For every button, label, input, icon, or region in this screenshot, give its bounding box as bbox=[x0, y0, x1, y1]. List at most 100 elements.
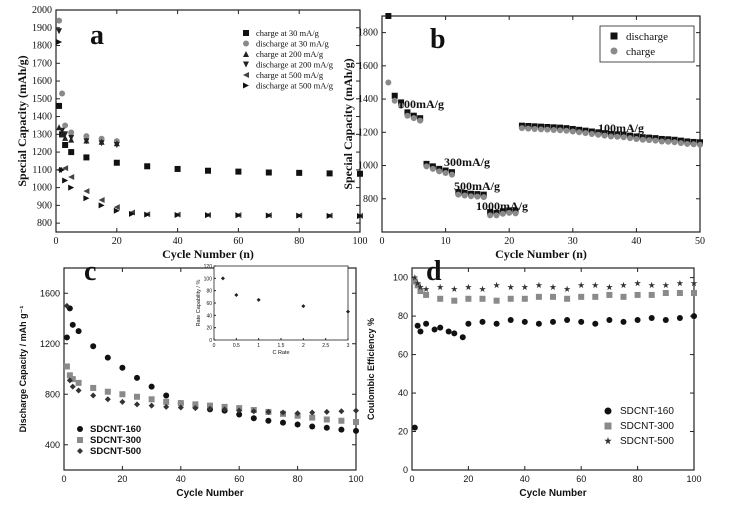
data-point bbox=[174, 165, 181, 172]
panel-b: 0 10 20 30 40 50 800 1000 1200 1400 1600 1800 Cycle … bbox=[341, 13, 705, 261]
panel-a: 0 20 40 60 80 100 800 900 1000 1100 1200 1300 1400 15… bbox=[15, 5, 368, 261]
x-tick-label: 0 bbox=[409, 474, 414, 484]
data-point bbox=[56, 28, 63, 35]
data-point bbox=[294, 410, 301, 417]
data-point bbox=[63, 334, 70, 341]
legend-marker bbox=[243, 72, 249, 78]
data-point bbox=[671, 139, 678, 146]
data-point bbox=[98, 202, 105, 209]
y-tick-label: 1700 bbox=[32, 58, 52, 69]
y-tick-label: 1900 bbox=[32, 23, 52, 34]
data-point bbox=[691, 313, 697, 320]
data-point bbox=[235, 168, 242, 175]
data-point bbox=[634, 279, 641, 287]
series-charge bbox=[385, 79, 703, 219]
series-sdcnt-500 bbox=[411, 274, 698, 292]
data-point bbox=[326, 212, 333, 219]
data-point bbox=[69, 376, 76, 383]
x-tick-label: 80 bbox=[294, 236, 304, 247]
inset-x-tick-label: 2 bbox=[302, 343, 305, 349]
data-point bbox=[582, 130, 589, 137]
data-point bbox=[576, 129, 583, 136]
legend: discharge charge bbox=[599, 25, 695, 63]
data-point bbox=[564, 316, 571, 323]
data-point bbox=[592, 293, 599, 300]
data-point bbox=[391, 92, 398, 99]
data-point bbox=[662, 281, 670, 289]
legend-label: discharge at 200 mA/g bbox=[256, 60, 334, 70]
series-discharge-at-200-ma-g bbox=[56, 28, 120, 148]
data-point bbox=[309, 409, 316, 416]
y-tick-label: 800 bbox=[363, 194, 378, 205]
data-point bbox=[68, 129, 75, 136]
data-point bbox=[148, 396, 155, 403]
inset-frame bbox=[213, 265, 349, 341]
inset-x-label: C Rate bbox=[272, 350, 289, 356]
y-tick-label: 0 bbox=[403, 465, 408, 475]
data-point bbox=[357, 170, 363, 177]
data-point bbox=[417, 288, 424, 295]
data-point bbox=[338, 426, 345, 433]
legend: SDCNT-160 SDCNT-300 SDCNT-500 bbox=[604, 406, 674, 447]
data-point bbox=[557, 127, 564, 134]
x-tick-label: 0 bbox=[61, 474, 66, 484]
legend-label: SDCNT-160 bbox=[90, 424, 141, 435]
x-tick-label: 40 bbox=[173, 236, 183, 247]
data-point bbox=[634, 316, 641, 323]
data-point bbox=[144, 211, 151, 218]
data-point bbox=[578, 318, 585, 325]
data-point bbox=[518, 125, 525, 132]
data-point bbox=[563, 285, 571, 292]
data-point bbox=[658, 138, 665, 145]
data-point bbox=[207, 402, 213, 409]
y-tick-label: 800 bbox=[37, 218, 52, 229]
data-point bbox=[487, 212, 494, 219]
data-point bbox=[606, 291, 613, 298]
data-point bbox=[550, 293, 556, 300]
legend-marker bbox=[604, 437, 612, 445]
x-tick-label: 40 bbox=[520, 474, 530, 484]
y-tick-label: 900 bbox=[37, 200, 52, 211]
rate-annotation: 500mA/g bbox=[454, 179, 500, 193]
data-point bbox=[479, 285, 486, 292]
data-point bbox=[62, 122, 69, 129]
y-tick-label: 1500 bbox=[32, 94, 52, 105]
data-point bbox=[531, 125, 538, 132]
x-tick-label: 0 bbox=[380, 236, 385, 247]
x-tick-label: 20 bbox=[112, 236, 122, 247]
legend-label: SDCNT-160 bbox=[620, 406, 674, 417]
panel-d: 0 20 40 60 80 100 0 20 40 60 80 100 Cycle Number Coul… bbox=[366, 256, 702, 499]
data-point bbox=[451, 330, 458, 337]
data-point bbox=[119, 398, 126, 405]
rate-annotation: 100mA/g bbox=[398, 97, 444, 111]
data-point bbox=[207, 405, 213, 412]
data-point bbox=[620, 281, 627, 289]
data-point bbox=[163, 392, 170, 399]
y-tick-label: 1100 bbox=[32, 165, 52, 176]
data-point bbox=[417, 328, 424, 335]
data-point bbox=[59, 90, 66, 97]
y-tick-label: 1600 bbox=[40, 288, 60, 298]
data-point bbox=[66, 377, 73, 384]
y-tick-label: 1000 bbox=[32, 183, 52, 194]
data-point bbox=[113, 141, 120, 148]
inset-data-point bbox=[301, 304, 306, 309]
data-point bbox=[422, 285, 430, 292]
legend-label: discharge bbox=[626, 31, 668, 43]
legend-marker bbox=[243, 30, 249, 36]
data-point bbox=[411, 274, 419, 281]
data-point bbox=[163, 403, 170, 410]
data-point bbox=[68, 149, 75, 156]
legend-marker bbox=[77, 448, 83, 454]
series-sdcnt-500 bbox=[63, 302, 359, 417]
inset-data-point bbox=[220, 276, 225, 281]
data-point bbox=[578, 293, 585, 300]
data-point bbox=[404, 109, 411, 116]
x-tick-label: 40 bbox=[631, 236, 641, 247]
data-point bbox=[595, 131, 602, 138]
data-point bbox=[119, 364, 126, 371]
data-point bbox=[550, 126, 557, 133]
y-tick-label: 100 bbox=[393, 273, 408, 283]
data-point bbox=[459, 334, 466, 341]
